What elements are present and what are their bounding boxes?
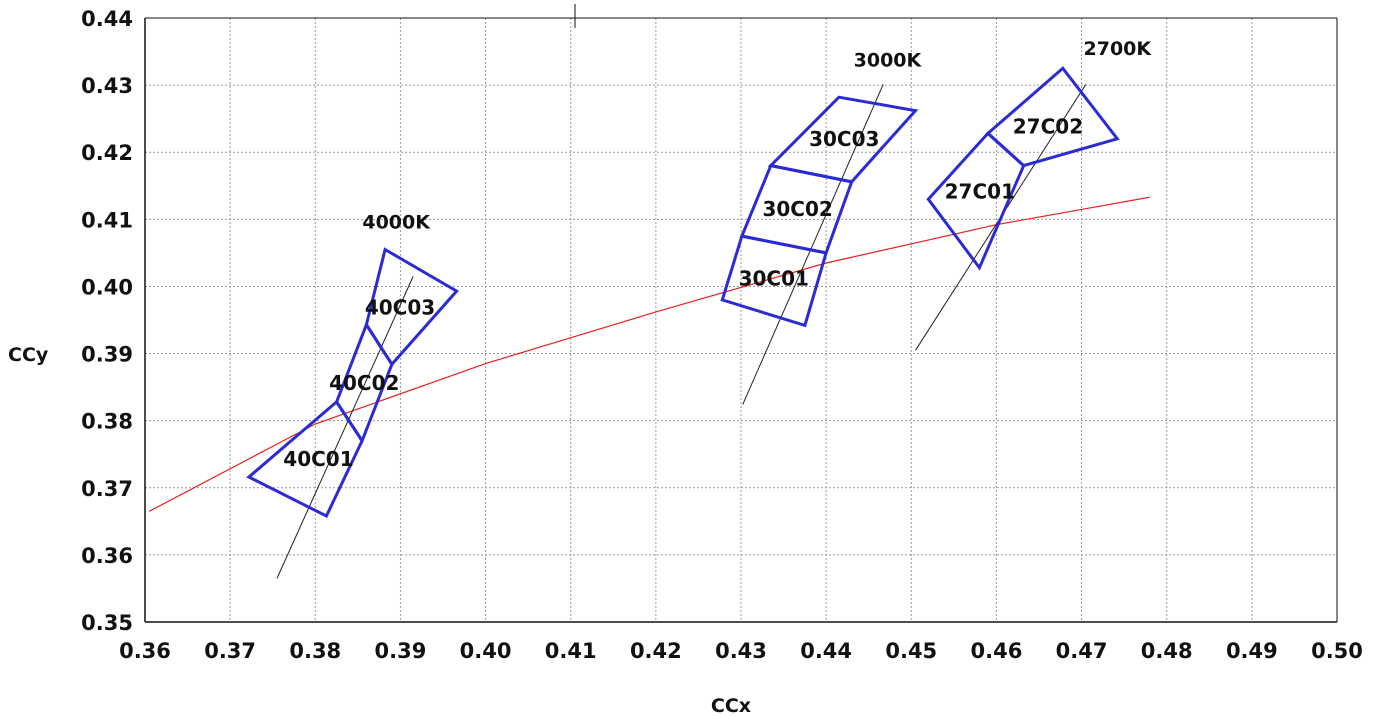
x-tick-label: 0.40 bbox=[460, 639, 512, 663]
bin-label: 27C01 bbox=[945, 179, 1015, 203]
y-axis-title: CCy bbox=[8, 344, 49, 366]
y-tick-label: 0.39 bbox=[81, 343, 133, 367]
isotherm-line bbox=[742, 84, 884, 405]
x-tick-label: 0.43 bbox=[715, 639, 767, 663]
x-tick-label: 0.49 bbox=[1226, 639, 1278, 663]
bin-label: 40C02 bbox=[329, 371, 399, 395]
x-tick-label: 0.42 bbox=[630, 639, 682, 663]
x-tick-label: 0.39 bbox=[375, 639, 427, 663]
x-tick-label: 0.45 bbox=[885, 639, 937, 663]
x-tick-label: 0.37 bbox=[204, 639, 256, 663]
bin-label: 40C01 bbox=[283, 447, 353, 471]
x-tick-label: 0.36 bbox=[119, 639, 171, 663]
bin-label: 30C02 bbox=[762, 197, 832, 221]
x-tick-label: 0.46 bbox=[971, 639, 1023, 663]
y-tick-label: 0.40 bbox=[81, 275, 133, 299]
bin-box bbox=[767, 95, 919, 184]
bin-box bbox=[985, 66, 1120, 168]
isotherm-label: 2700K bbox=[1084, 38, 1153, 60]
x-tick-label: 0.50 bbox=[1311, 639, 1363, 663]
y-tick-label: 0.42 bbox=[81, 141, 133, 165]
y-tick-label: 0.38 bbox=[81, 410, 133, 434]
labels: 0.36 0.37 0.38 0.39 0.40 0.41 0.42 0.43 0.44 0.45… bbox=[81, 7, 1363, 663]
axes bbox=[144, 4, 1338, 623]
x-tick-label: 0.48 bbox=[1141, 639, 1193, 663]
isotherm-line bbox=[276, 276, 414, 579]
bin-label: 30C03 bbox=[809, 127, 879, 151]
x-tick-label: 0.47 bbox=[1056, 639, 1108, 663]
y-tick-label: 0.35 bbox=[81, 611, 133, 635]
bin-label: 27C02 bbox=[1013, 115, 1083, 139]
bin-boxes bbox=[246, 66, 1120, 519]
x-tick-label: 0.44 bbox=[800, 639, 852, 663]
isotherm-label: 4000K bbox=[362, 212, 431, 234]
x-tick-label: 0.41 bbox=[545, 639, 597, 663]
bin-label: 30C01 bbox=[739, 267, 809, 291]
bin-label: 40C03 bbox=[365, 295, 435, 319]
y-tick-label: 0.43 bbox=[81, 74, 133, 98]
y-tick-label: 0.36 bbox=[81, 544, 133, 568]
y-tick-label: 0.41 bbox=[81, 208, 133, 232]
x-tick-label: 0.38 bbox=[289, 639, 341, 663]
grid bbox=[145, 18, 1337, 622]
x-axis-title: CCx bbox=[711, 695, 751, 717]
isotherm-label: 3000K bbox=[854, 49, 923, 71]
bin-box bbox=[364, 247, 459, 367]
y-tick-label: 0.37 bbox=[81, 477, 133, 501]
y-tick-label: 0.44 bbox=[81, 7, 133, 31]
